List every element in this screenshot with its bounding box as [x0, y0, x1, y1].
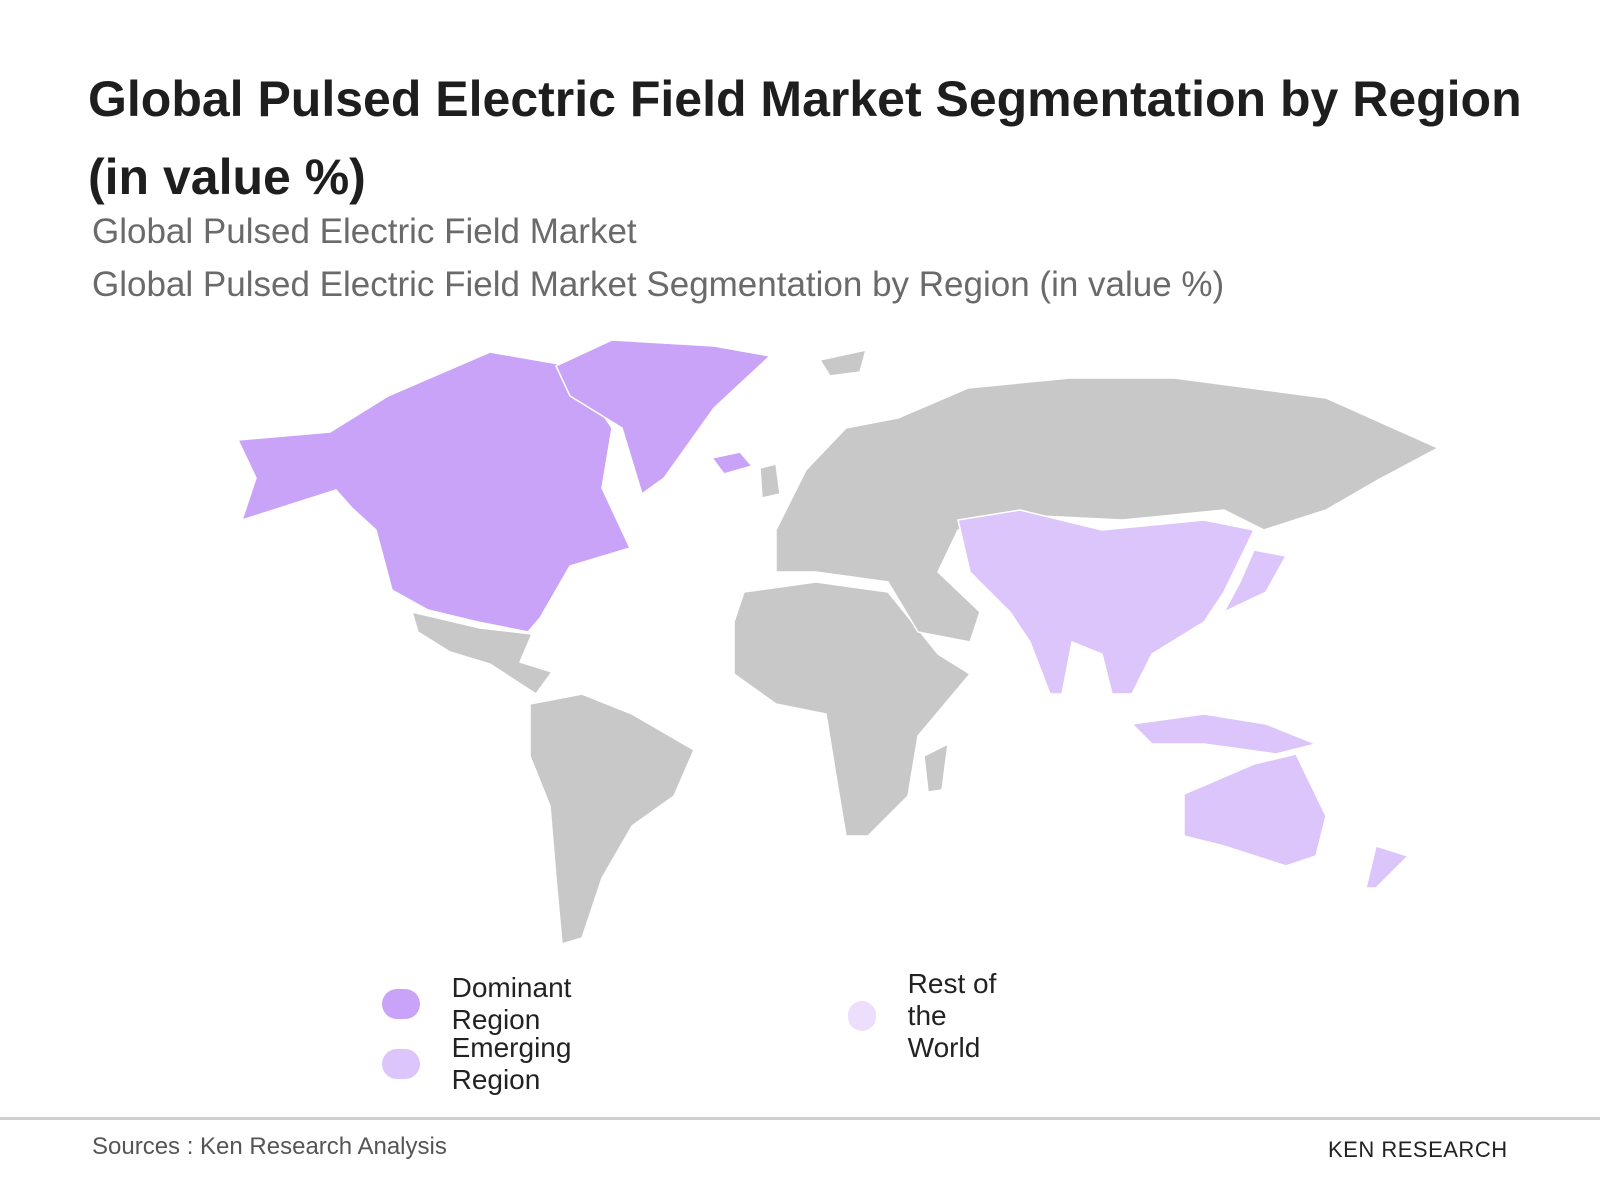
legend-item: Emerging Region	[382, 1032, 592, 1096]
legend-label: Emerging Region	[451, 1032, 572, 1095]
dominant-region	[236, 339, 772, 633]
legend-swatch	[848, 1001, 876, 1031]
subtitle: Global Pulsed Electric Field Market Segm…	[92, 265, 1225, 304]
legend-item: Rest of the World	[848, 968, 1011, 1064]
legend-label: Dominant Region	[451, 972, 572, 1035]
source: Sources : Ken Research Analysis	[92, 1133, 447, 1160]
logo: KEN RESEARCH	[1300, 1137, 1508, 1163]
logo-text: KEN RESEARCH	[1328, 1137, 1508, 1162]
logo-icon	[1301, 1139, 1322, 1161]
title: Global Pulsed Electric Field Market Segm…	[88, 71, 1522, 205]
subtitle: Global Pulsed Electric Field Market	[92, 212, 637, 251]
legend-swatch	[382, 989, 420, 1019]
rest-of-world	[410, 349, 1440, 945]
legend-item: Dominant Region	[382, 972, 592, 1036]
emerging-region	[957, 509, 1410, 889]
legend-label: Rest of the World	[907, 968, 997, 1063]
divider	[0, 1117, 1600, 1120]
legend-swatch	[382, 1049, 420, 1079]
world-map	[236, 339, 1440, 945]
